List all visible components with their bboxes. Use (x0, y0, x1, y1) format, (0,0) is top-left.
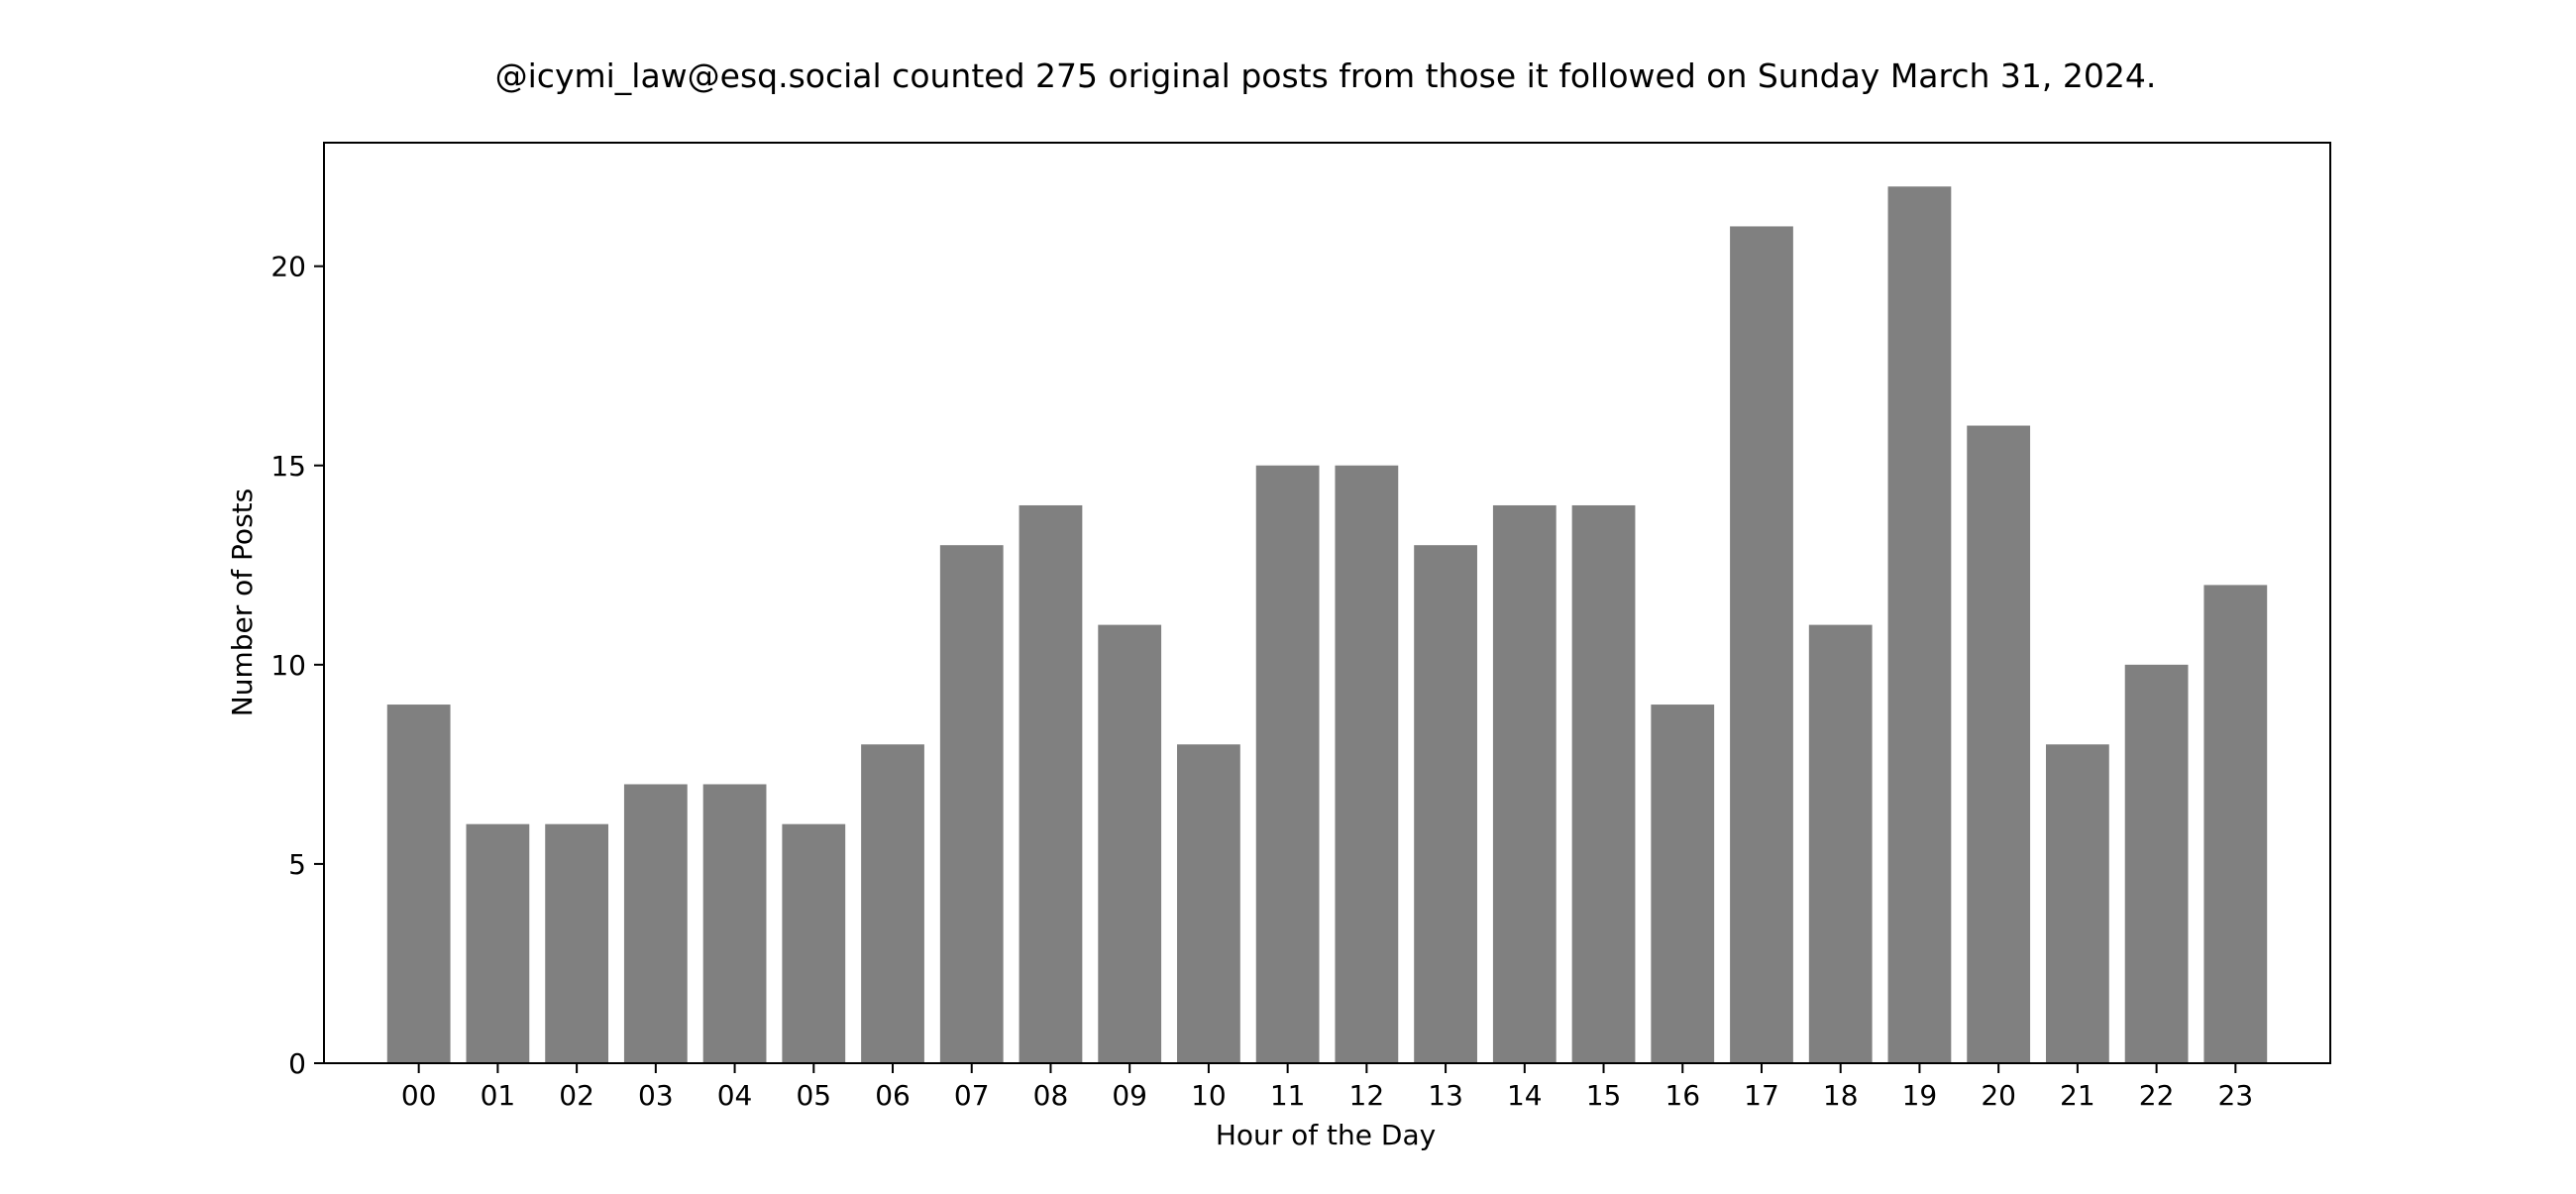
x-tick-label: 05 (796, 1079, 831, 1112)
x-tick-label: 03 (638, 1079, 674, 1112)
bar-11 (1255, 465, 1320, 1063)
plot-frame (323, 142, 2331, 1064)
bar-00 (386, 705, 451, 1063)
bar-04 (702, 784, 767, 1063)
x-tick-label: 11 (1270, 1079, 1306, 1112)
bar-09 (1098, 624, 1162, 1063)
x-tick-label: 23 (2218, 1079, 2254, 1112)
y-axis-label: Number of Posts (226, 488, 259, 716)
plot-area (386, 186, 2268, 1064)
y-tick-label: 0 (288, 1047, 306, 1080)
x-tick-label: 00 (401, 1079, 437, 1112)
y-tick-label: 5 (288, 848, 306, 881)
x-tick-label: 09 (1112, 1079, 1147, 1112)
bar-18 (1808, 624, 1873, 1063)
x-tick-label: 16 (1664, 1079, 1700, 1112)
x-tick-label: 19 (1902, 1079, 1938, 1112)
bar-10 (1177, 744, 1240, 1063)
x-tick-label: 20 (1981, 1079, 2016, 1112)
bar-05 (782, 823, 846, 1063)
x-tick-label: 21 (2060, 1079, 2095, 1112)
x-tick-label: 02 (559, 1079, 594, 1112)
bar-15 (1571, 504, 1636, 1064)
bar-14 (1492, 504, 1556, 1064)
x-tick-label: 15 (1586, 1079, 1622, 1112)
bar-02 (545, 823, 609, 1063)
x-tick-label: 08 (1033, 1079, 1069, 1112)
x-tick-label: 14 (1507, 1079, 1543, 1112)
x-tick-label: 12 (1349, 1079, 1385, 1112)
bar-17 (1730, 226, 1793, 1063)
x-tick-label: 10 (1191, 1079, 1227, 1112)
y-tick-label: 15 (270, 450, 306, 483)
x-tick-label: 01 (481, 1079, 516, 1112)
x-tick-label: 13 (1428, 1079, 1463, 1112)
bar-13 (1414, 545, 1477, 1063)
x-tick-label: 04 (717, 1079, 753, 1112)
bar-16 (1651, 705, 1715, 1063)
x-axis-label: Hour of the Day (1216, 1119, 1436, 1151)
x-axis: 00 01 02 03 04 05 06 07 08 09 10 11 12 13 14 15 16 17 18 19… (401, 1063, 2253, 1112)
x-tick-label: 06 (875, 1079, 911, 1112)
y-tick-label: 10 (270, 649, 306, 682)
y-tick-label: 20 (270, 251, 306, 283)
bar-01 (466, 823, 530, 1063)
bar-22 (2124, 664, 2189, 1063)
x-tick-label: 07 (954, 1079, 990, 1112)
y-axis: 0 5 10 15 20 (270, 251, 324, 1080)
bar-20 (1967, 425, 2031, 1063)
bar-07 (939, 545, 1004, 1063)
bar-21 (2045, 744, 2109, 1063)
chart-title: @icymi_law@esq.social counted 275 origin… (495, 56, 2157, 95)
bar-08 (1019, 504, 1083, 1064)
x-tick-label: 22 (2139, 1079, 2175, 1112)
x-tick-label: 17 (1744, 1079, 1779, 1112)
bar-19 (1887, 186, 1952, 1064)
x-tick-label: 18 (1823, 1079, 1859, 1112)
bar-23 (2203, 585, 2268, 1063)
bar-06 (861, 744, 924, 1063)
bar-12 (1335, 465, 1399, 1063)
bar-03 (623, 784, 688, 1063)
